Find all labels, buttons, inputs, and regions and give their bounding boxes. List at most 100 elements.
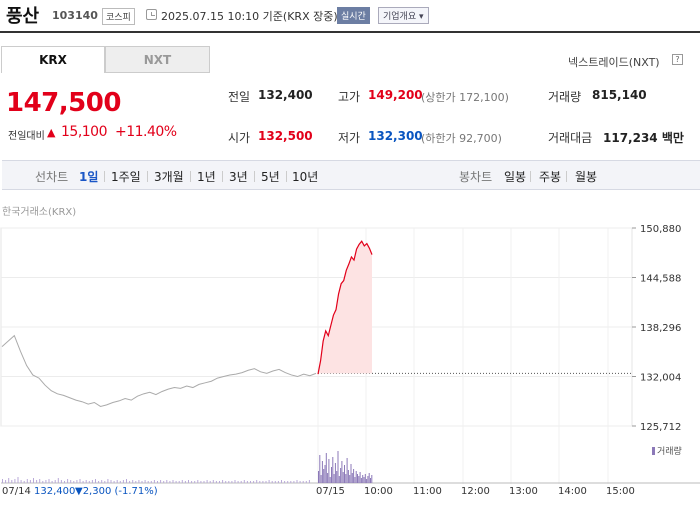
volume-bar [88, 481, 90, 483]
volume-bar [48, 479, 50, 483]
footer-prev-close: 132,400 [34, 486, 76, 497]
divider [147, 171, 148, 182]
volume-bar [79, 479, 81, 483]
volume-bar [231, 481, 233, 483]
volume-bar [277, 481, 279, 483]
volume-bar [355, 471, 357, 483]
volume-bar [328, 459, 330, 483]
volume-bar [119, 481, 121, 483]
volume-bar [147, 481, 149, 483]
volume-bar [337, 451, 339, 483]
realtime-button[interactable]: 실시간 [337, 7, 370, 24]
volume-bar [246, 481, 248, 483]
volume-bar [341, 461, 343, 483]
volume-bar [153, 480, 155, 483]
volume-bar [132, 480, 134, 483]
period-1y[interactable]: 1년 [197, 170, 216, 184]
volume-bar [17, 477, 19, 483]
chart-caption: 한국거래소(KRX) [2, 207, 77, 218]
prev-day-line [1, 334, 317, 407]
divider [530, 171, 531, 182]
volume-bar [39, 479, 41, 483]
divider [566, 171, 567, 182]
volume-bar [104, 481, 106, 483]
lower-limit: (하한가 92,700) [421, 132, 502, 145]
candle-weekly[interactable]: 주봉 [539, 170, 562, 184]
period-1w[interactable]: 1주일 [111, 170, 141, 184]
divider [104, 171, 105, 182]
volume-bar [302, 481, 304, 483]
volume-bar [141, 481, 143, 483]
period-10y[interactable]: 10년 [292, 170, 319, 184]
volume-bar [363, 477, 365, 483]
volume-bar [200, 481, 202, 483]
volume-bar [318, 471, 319, 483]
volume-bar [45, 480, 47, 483]
volume-bar [336, 471, 338, 483]
help-icon[interactable]: ? [672, 54, 683, 65]
volume-value: 815,140 [592, 88, 647, 102]
volume-bar [308, 480, 310, 483]
period-5y[interactable]: 5년 [261, 170, 280, 184]
volume-bar [371, 475, 373, 483]
volume-bar [370, 478, 371, 483]
nextrade-link[interactable]: 넥스트레이드(NXT) [568, 56, 660, 69]
period-3y[interactable]: 3년 [229, 170, 248, 184]
volume-bar [8, 478, 10, 483]
x-tick-label: 12:00 [461, 486, 490, 497]
volume-bar [160, 480, 162, 483]
change-value: 15,100 [61, 124, 108, 140]
volume-bar [178, 481, 180, 483]
period-3m[interactable]: 3개월 [154, 170, 184, 184]
volume-bar [175, 481, 177, 483]
volume-bar [122, 480, 124, 483]
volume-bar [237, 481, 239, 483]
volume-bar [281, 480, 282, 483]
volume-bar [234, 480, 236, 483]
volume-bar [284, 481, 286, 483]
volume-bar [349, 475, 351, 483]
volume-bar [358, 476, 360, 483]
volume-bar [256, 480, 258, 483]
volume-bar [113, 481, 115, 483]
candle-daily[interactable]: 일봉 [504, 170, 527, 184]
volume-bar [364, 474, 366, 483]
volume-bar [107, 479, 109, 483]
tab-nxt[interactable]: NXT [105, 46, 210, 73]
period-1d[interactable]: 1일 [79, 170, 99, 184]
volume-bar [332, 457, 334, 483]
volume-bar [197, 480, 199, 483]
clock-icon [146, 9, 157, 20]
company-info-dropdown[interactable]: 기업개요 ▾ [378, 7, 429, 24]
volume-bar [20, 480, 22, 483]
x-tick-label: 13:00 [509, 486, 538, 497]
tab-krx[interactable]: KRX [1, 46, 105, 73]
volume-bar [327, 473, 329, 483]
line-chart-label: 선차트 [35, 170, 69, 184]
open-value: 132,500 [258, 129, 313, 143]
volume-bar [250, 481, 251, 483]
today-fill [318, 241, 372, 375]
stock-name: 풍산 [6, 6, 40, 27]
stock-code: 103140 [52, 9, 98, 22]
x-tick-label: 10:00 [364, 486, 393, 497]
candle-monthly[interactable]: 월봉 [575, 170, 598, 184]
y-tick-label: 144,588 [640, 274, 681, 285]
low-value: 132,300 [368, 129, 423, 143]
volume-bar [344, 465, 345, 483]
volume-bar [215, 481, 217, 483]
volume-bar [33, 478, 34, 483]
volume-bar [85, 480, 87, 483]
volume-bar [271, 481, 273, 483]
volume-bar [60, 480, 62, 483]
low-label: 저가 [338, 131, 361, 145]
y-tick-label: 138,296 [640, 323, 681, 334]
volume-bar [346, 458, 348, 483]
amount-value: 117,234 백만 [603, 131, 684, 145]
volume-bar [172, 480, 174, 483]
volume-bar [265, 481, 267, 483]
volume-bar [129, 481, 131, 483]
y-tick-label: 132,004 [640, 373, 681, 384]
price-chart[interactable]: 150,880 144,588 138,296 132,004 125,712 [0, 215, 700, 485]
volume-bar [287, 481, 289, 483]
